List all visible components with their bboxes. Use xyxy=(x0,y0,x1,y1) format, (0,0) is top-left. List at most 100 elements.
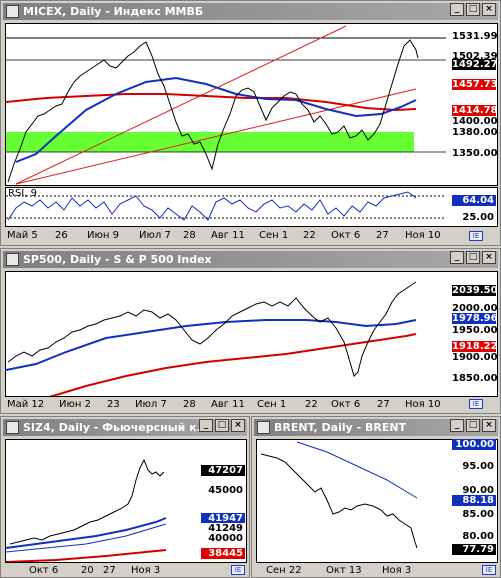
price-label-1380: 1380.00 xyxy=(452,127,498,138)
sp-label-1950: 1950.00 xyxy=(452,325,498,336)
x-axis-label: Ноя 3 xyxy=(382,565,412,576)
siz-label-41249: 41249 xyxy=(201,523,245,534)
close-button[interactable]: × xyxy=(482,251,496,264)
siz4-candles xyxy=(9,458,165,545)
x-axis-label: 27 xyxy=(376,230,389,241)
brent-candles xyxy=(260,453,418,549)
x-axis-label: 23 xyxy=(107,399,120,410)
micex-price-plot[interactable] xyxy=(5,23,498,186)
brent-svg xyxy=(260,441,418,549)
x-axis-label: Сен 1 xyxy=(257,399,287,410)
siz-label-45000: 45000 xyxy=(201,485,245,496)
sp500-titlebar[interactable]: SP500, Daily - S & P 500 Index xyxy=(3,251,498,268)
x-axis-label: Июн 9 xyxy=(87,230,119,241)
brent-label-90: 90.00 xyxy=(452,485,496,496)
x-axis-label: Июл 7 xyxy=(139,230,171,241)
sp500-window: SP500, Daily - S & P 500 Index _ □ × 203… xyxy=(0,248,501,414)
siz4-svg xyxy=(6,458,167,562)
x-axis-label: Ноя 10 xyxy=(405,230,441,241)
x-axis-label: Окт 13 xyxy=(326,565,362,576)
close-button[interactable]: × xyxy=(482,3,496,16)
rsi-title: RSI, 9 xyxy=(8,188,37,199)
support-band xyxy=(6,132,414,152)
minimize-button[interactable]: _ xyxy=(450,251,464,264)
close-button[interactable]: × xyxy=(231,419,245,432)
siz4-price-plot[interactable] xyxy=(5,439,247,563)
price-label-1492: 1492.27 xyxy=(452,59,498,70)
brent-label-77: 77.79 xyxy=(452,544,496,555)
legend-toggle-icon[interactable]: IE xyxy=(469,231,483,241)
close-button[interactable]: × xyxy=(482,419,496,432)
brent-window: BRENT, Daily - BRENT _ □ × 100.00 95.00 … xyxy=(251,416,501,578)
x-axis-label: 22 xyxy=(303,230,316,241)
maximize-button[interactable]: □ xyxy=(466,251,480,264)
trend-line-upper xyxy=(15,25,347,185)
micex-titlebar[interactable]: MICEX, Daily - Индекс ММВБ xyxy=(3,3,498,20)
sp500-title: SP500, Daily - S & P 500 Index xyxy=(23,253,212,266)
x-axis-label: 22 xyxy=(305,399,318,410)
siz4-ma-blue-2 xyxy=(6,523,167,553)
legend-toggle-icon[interactable]: IE xyxy=(482,565,496,575)
micex-title: MICEX, Daily - Индекс ММВБ xyxy=(23,5,204,18)
sp-label-1918: 1918.22 xyxy=(452,341,498,352)
chart-window-icon xyxy=(257,421,270,434)
minimize-button[interactable]: _ xyxy=(450,3,464,16)
x-axis-label: 27 xyxy=(103,565,116,576)
brent-label-100: 100.00 xyxy=(452,439,496,450)
x-axis-label: 28 xyxy=(183,399,196,410)
siz4-title: SIZ4, Daily - Фьючерсный к... xyxy=(23,421,210,434)
price-label-1400: 1400.00 xyxy=(452,116,498,127)
siz4-ma-red xyxy=(6,549,167,562)
x-axis-label: Июн 2 xyxy=(59,399,91,410)
brent-label-88: 88.18 xyxy=(452,495,496,506)
rsi-svg xyxy=(6,191,446,221)
siz-label-40000: 40000 xyxy=(201,533,245,544)
micex-window: MICEX, Daily - Индекс ММВБ _ □ × 1531.99… xyxy=(0,0,501,246)
sp500-svg xyxy=(6,281,417,396)
rsi-label-64: 64.04 xyxy=(452,195,496,206)
brent-titlebar[interactable]: BRENT, Daily - BRENT xyxy=(254,419,498,436)
x-axis-label: 20 xyxy=(81,565,94,576)
ma-blue xyxy=(15,76,417,163)
chart-window-icon xyxy=(6,5,19,18)
siz4-ma-blue xyxy=(6,517,167,549)
maximize-button[interactable]: □ xyxy=(466,419,480,432)
siz-label-47207: 47207 xyxy=(201,465,245,476)
chart-window-icon xyxy=(6,253,19,266)
micex-rsi-plot[interactable]: RSI, 9 xyxy=(5,187,498,227)
price-label-1350: 1350.00 xyxy=(452,148,498,159)
minimize-button[interactable]: _ xyxy=(450,419,464,432)
x-axis-label: Сен 22 xyxy=(266,565,302,576)
sp-label-1900: 1900.00 xyxy=(452,352,498,363)
sp500-ma-red xyxy=(49,333,417,396)
x-axis-label: 27 xyxy=(377,399,390,410)
x-axis-label: Сен 1 xyxy=(259,230,289,241)
brent-label-85: 85.00 xyxy=(452,509,496,520)
x-axis-label: 28 xyxy=(183,230,196,241)
sp-label-1850: 1850.00 xyxy=(452,373,498,384)
brent-title: BRENT, Daily - BRENT xyxy=(274,421,407,434)
x-axis-label: Окт 6 xyxy=(331,399,361,410)
maximize-button[interactable]: □ xyxy=(466,3,480,16)
micex-price-svg xyxy=(6,25,446,185)
rsi-label-25: 25.00 xyxy=(452,212,496,223)
x-axis-label: Май 5 xyxy=(7,230,38,241)
legend-toggle-icon[interactable]: IE xyxy=(469,399,483,409)
minimize-button[interactable]: _ xyxy=(199,419,213,432)
price-label-1502: 1502.39 xyxy=(452,51,498,62)
legend-toggle-icon[interactable]: IE xyxy=(231,565,245,575)
siz-label-41947: 41947 xyxy=(201,513,245,524)
x-axis-label: Окт 6 xyxy=(29,565,59,576)
maximize-button[interactable]: □ xyxy=(215,419,229,432)
siz4-titlebar[interactable]: SIZ4, Daily - Фьючерсный к... xyxy=(3,419,247,436)
brent-label-95: 95.00 xyxy=(452,461,496,472)
price-label-1414: 1414.78 xyxy=(452,105,498,116)
sp-label-2039: 2039.50 xyxy=(452,285,498,296)
brent-ma-blue xyxy=(296,441,418,499)
x-axis-label: Авг 11 xyxy=(211,399,245,410)
price-label-1531: 1531.99 xyxy=(452,31,498,42)
price-label-1457: 1457.73 xyxy=(452,79,498,90)
sp500-price-plot[interactable] xyxy=(5,271,498,397)
siz4-window: SIZ4, Daily - Фьючерсный к... _ □ × 4720… xyxy=(0,416,250,578)
x-axis-label: Май 12 xyxy=(7,399,45,410)
